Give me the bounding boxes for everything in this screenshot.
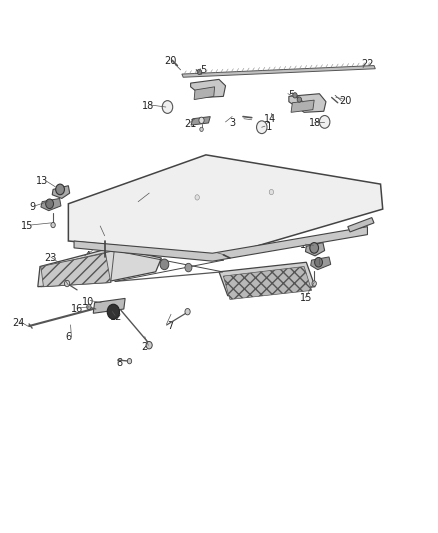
Circle shape [46,199,53,208]
Circle shape [107,304,120,319]
Text: 13: 13 [300,240,312,250]
Circle shape [195,195,199,200]
Text: 20: 20 [339,95,352,106]
Text: 22: 22 [361,60,374,69]
Text: 7: 7 [62,278,68,287]
Polygon shape [348,217,374,232]
Text: 4: 4 [85,251,91,261]
Circle shape [64,280,70,287]
Text: 8: 8 [117,358,123,368]
Text: 6: 6 [65,332,71,342]
Text: 12: 12 [110,312,123,322]
Text: 9: 9 [318,261,325,270]
Circle shape [199,117,204,124]
Circle shape [127,359,132,364]
Polygon shape [191,117,210,125]
Text: 17: 17 [213,249,225,259]
Circle shape [319,116,330,128]
Circle shape [312,281,316,286]
Text: 18: 18 [142,101,154,111]
Text: 2: 2 [141,342,148,352]
Circle shape [310,243,318,253]
Circle shape [51,222,55,228]
Circle shape [257,121,267,134]
Text: 21: 21 [260,122,272,132]
Polygon shape [194,87,215,100]
Circle shape [185,263,192,272]
Text: 5: 5 [201,65,207,75]
Circle shape [87,304,91,310]
Circle shape [293,93,297,98]
Text: 15: 15 [21,221,33,231]
Text: 9: 9 [29,202,35,212]
Circle shape [146,342,152,349]
Polygon shape [52,185,70,198]
Polygon shape [305,243,325,256]
Text: 20: 20 [164,56,176,66]
Text: 24: 24 [12,318,25,328]
Polygon shape [311,257,331,270]
Text: 10: 10 [82,296,94,306]
Text: 5: 5 [288,90,294,100]
Polygon shape [41,253,111,287]
Text: 21: 21 [184,119,197,129]
Polygon shape [191,79,226,98]
Polygon shape [182,66,375,77]
Polygon shape [223,266,311,300]
Circle shape [200,127,203,132]
Text: 23: 23 [45,253,57,263]
Circle shape [160,259,169,270]
Text: 14: 14 [265,114,277,124]
Text: 18: 18 [309,118,321,128]
Text: 16: 16 [71,304,83,314]
Polygon shape [68,155,383,256]
Circle shape [314,257,322,267]
Circle shape [197,69,201,75]
Polygon shape [93,298,125,313]
Circle shape [269,189,274,195]
Polygon shape [74,227,367,261]
Text: 13: 13 [36,176,48,187]
Text: 1: 1 [142,197,148,207]
Text: 15: 15 [300,293,312,303]
Text: 3: 3 [229,118,235,128]
Circle shape [297,97,301,102]
Polygon shape [38,247,161,287]
Circle shape [162,101,173,114]
Circle shape [185,309,190,315]
Circle shape [56,184,64,195]
Polygon shape [219,262,315,296]
Polygon shape [41,198,61,211]
Polygon shape [291,100,314,112]
Text: 17: 17 [93,222,105,232]
Text: 7: 7 [167,321,173,331]
Polygon shape [289,94,326,112]
